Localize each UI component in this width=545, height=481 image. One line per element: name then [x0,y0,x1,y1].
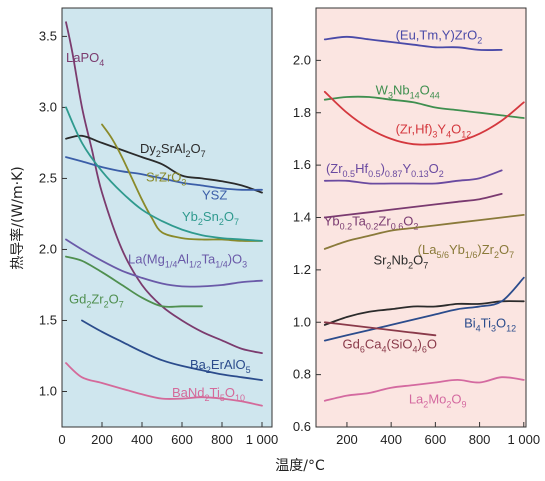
series-label: LaPO4 [66,50,104,68]
series-label: Gd6Ca4(SiO4)6O [343,336,438,354]
y-tick-label: 1.2 [293,262,311,277]
series-line [323,193,503,219]
series-label: SrZrO3 [146,169,186,187]
series-line [323,300,525,326]
x-tick-label: 0 [58,432,65,447]
y-tick-label: 1.6 [293,157,311,172]
series-label: Dy2SrAl2O7 [140,141,206,159]
series-line [65,362,263,407]
series-line [323,90,525,146]
series-label: Bi4Ti3O12 [464,315,516,333]
series-label: Yb0.2Ta0.2Zr0.6O2 [324,213,419,231]
y-tick-label: 1.5 [39,312,57,327]
y-axis-title: 热导率/(W/m·K) [9,166,26,269]
y-tick-label: 1.0 [39,383,57,398]
x-tick-label: 1 000 [246,432,279,447]
series-label: (Zr0.5Hf0.5)0.87Y0.13O2 [326,161,444,179]
series-label: (La5/6Yb1/6)Zr2O7 [418,242,515,260]
y-tick-label: 3.5 [39,28,57,43]
y-tick-label: 1.4 [293,210,311,225]
x-axis-title: 温度/°C [275,458,325,474]
series-label: Gd2Zr2O7 [69,291,124,309]
series-line [323,276,525,342]
series-label: (Eu,Tm,Y)ZrO2 [396,27,483,45]
x-tick-label: 600 [171,432,193,447]
series-line [65,134,263,194]
series-line [65,106,263,242]
x-tick-label: 200 [336,432,358,447]
series-line [323,95,525,119]
series-line [65,156,263,191]
series-label: W3Nb14O44 [376,82,440,100]
series-label: (Zr,Hf)3Y4O12 [396,122,472,140]
series-line [323,376,525,402]
series-line [323,169,503,185]
y-tick-label: 0.6 [293,419,311,434]
y-tick-label: 1.8 [293,105,311,120]
series-line [65,255,203,308]
series-label: Sr2Nb2O7 [373,253,428,271]
y-tick-label: 3.0 [39,99,57,114]
y-tick-label: 1.0 [293,314,311,329]
series-label: Yb2Sn2O7 [182,209,239,227]
x-tick-label: 800 [211,432,233,447]
series-line [65,238,263,288]
series-label: YSZ [202,188,227,203]
y-tick-label: 2.0 [39,241,57,256]
x-tick-label: 200 [91,432,113,447]
series-line [101,123,263,242]
x-tick-label: 400 [380,432,402,447]
series-line [323,321,437,337]
x-tick-label: 1 000 [508,432,541,447]
x-tick-label: 800 [469,432,491,447]
plot-area [61,7,273,428]
series-line [323,35,503,51]
plot-area [315,7,527,428]
series-line [65,21,263,354]
series-line [81,319,263,381]
series-line [323,214,525,250]
y-tick-label: 2.5 [39,170,57,185]
series-label: La(Mg1/4Al1/2Ta1/4)O3 [128,252,247,270]
series-label: La2Mo2O9 [409,391,467,409]
left-chart-panel: 1.0 1.5 2.0 2.5 3.0 3.5 0 200 400 600 800 1 000 LaPO… [39,7,279,447]
x-tick-label: 400 [131,432,153,447]
series-label: BaNd2Ti5O10 [172,385,245,403]
right-chart-panel: 0.6 0.8 1.0 1.2 1.4 1.6 1.8 2.0 200 400 600 800 1 00… [293,7,541,447]
x-tick-label: 600 [425,432,447,447]
y-tick-label: 0.8 [293,367,311,382]
series-label: Ba2ErAlO5 [190,357,251,375]
y-tick-label: 2.0 [293,52,311,67]
